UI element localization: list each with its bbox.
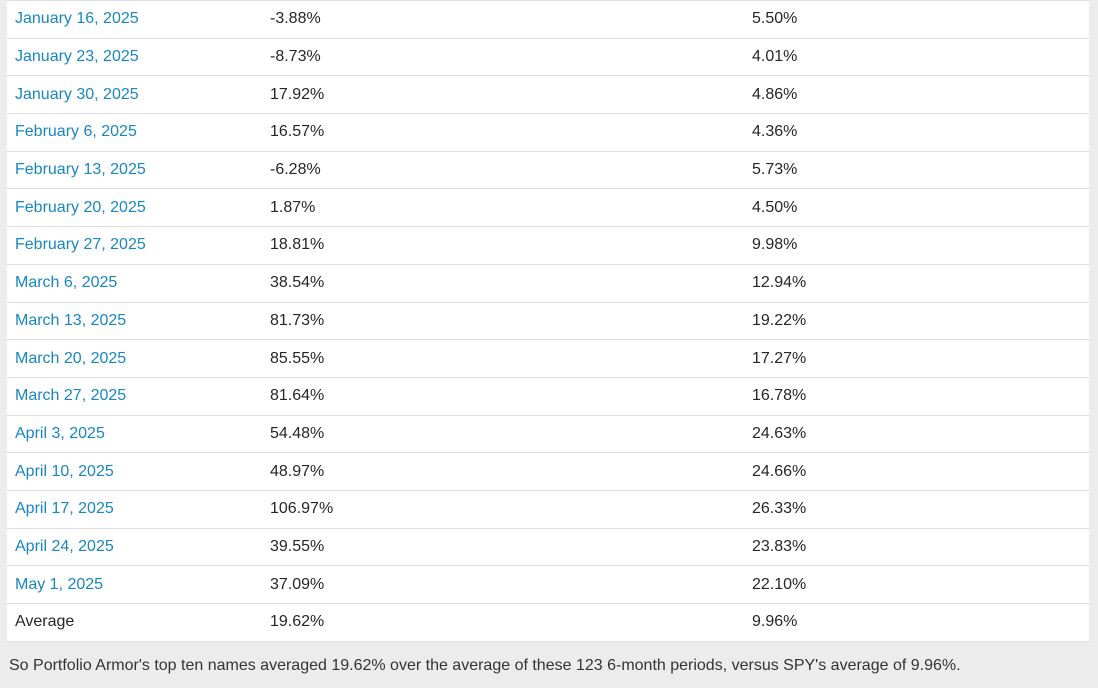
date-link[interactable]: April 17, 2025: [15, 500, 114, 518]
date-cell: March 20, 2025: [7, 350, 270, 368]
date-cell: March 27, 2025: [7, 387, 270, 405]
date-cell: February 6, 2025: [7, 123, 270, 141]
date-link[interactable]: March 20, 2025: [15, 349, 127, 367]
spy-return-value: 22.10%: [752, 575, 807, 593]
top-ten-return-value: 81.64%: [270, 387, 325, 405]
date-link[interactable]: April 24, 2025: [15, 537, 114, 555]
table-row: March 20, 2025 85.55% 17.27%: [7, 340, 1089, 378]
spy-return-value: 17.27%: [752, 349, 807, 367]
spy-return-value: 4.36%: [752, 123, 798, 141]
summary-text: So Portfolio Armor's top ten names avera…: [9, 657, 961, 674]
date-cell: February 20, 2025: [7, 199, 270, 217]
date-cell: March 13, 2025: [7, 312, 270, 330]
table-row: April 17, 2025 106.97% 26.33%: [7, 490, 1089, 529]
top-ten-return-value: 17.92%: [270, 85, 325, 103]
top-ten-return-value: 1.87%: [270, 198, 316, 216]
top-ten-return-value: 54.48%: [270, 424, 325, 442]
date-cell: February 27, 2025: [7, 236, 270, 254]
table-row: May 1, 2025 37.09% 22.10%: [7, 566, 1089, 604]
spy-return-value: 9.98%: [752, 236, 798, 254]
spy-return-value: 16.78%: [752, 387, 807, 405]
date-cell: January 16, 2025: [7, 10, 270, 28]
spy-return-value: 9.96%: [752, 613, 798, 631]
spy-return-value: 24.66%: [752, 462, 807, 480]
table-row: March 27, 2025 81.64% 16.78%: [7, 377, 1089, 416]
date-link[interactable]: February 20, 2025: [15, 198, 146, 216]
table-row: February 20, 2025 1.87% 4.50%: [7, 189, 1089, 228]
top-ten-return-value: 37.09%: [270, 575, 325, 593]
date-link[interactable]: April 3, 2025: [15, 424, 105, 442]
date-link[interactable]: February 27, 2025: [15, 236, 146, 254]
top-ten-return-value: 19.62%: [270, 613, 325, 631]
spy-return-value: 4.50%: [752, 198, 798, 216]
top-ten-return-value: 16.57%: [270, 123, 325, 141]
table-row: February 27, 2025 18.81% 9.98%: [7, 227, 1089, 265]
date-cell: April 10, 2025: [7, 463, 270, 481]
date-link[interactable]: March 13, 2025: [15, 311, 127, 329]
date-link[interactable]: January 16, 2025: [15, 10, 139, 28]
date-link[interactable]: January 30, 2025: [15, 85, 139, 103]
spy-return-value: 5.50%: [752, 10, 798, 28]
spy-return-value: 23.83%: [752, 537, 807, 555]
date-link[interactable]: February 13, 2025: [15, 161, 146, 179]
date-link[interactable]: March 6, 2025: [15, 274, 118, 292]
date-cell: January 30, 2025: [7, 86, 270, 104]
spy-return-value: 24.63%: [752, 424, 807, 442]
date-cell: January 23, 2025: [7, 48, 270, 66]
date-link[interactable]: March 27, 2025: [15, 387, 127, 405]
top-ten-return-value: 18.81%: [270, 236, 325, 254]
table-row: March 6, 2025 38.54% 12.94%: [7, 264, 1089, 303]
date-link[interactable]: January 23, 2025: [15, 48, 139, 66]
date-cell: April 24, 2025: [7, 538, 270, 556]
average-label: Average: [15, 613, 75, 631]
table-row: April 10, 2025 48.97% 24.66%: [7, 453, 1089, 491]
table-row: January 23, 2025 -8.73% 4.01%: [7, 38, 1089, 77]
table-row: January 16, 2025 -3.88% 5.50%: [7, 1, 1089, 39]
date-cell: April 17, 2025: [7, 500, 270, 518]
top-ten-return-value: -3.88%: [270, 10, 321, 28]
date-link[interactable]: May 1, 2025: [15, 575, 104, 593]
spy-return-value: 26.33%: [752, 500, 807, 518]
table-row: April 3, 2025 54.48% 24.63%: [7, 415, 1089, 454]
table-row: March 13, 2025 81.73% 19.22%: [7, 302, 1089, 341]
spy-return-value: 12.94%: [752, 274, 807, 292]
spy-return-value: 4.86%: [752, 85, 798, 103]
date-cell: Average: [7, 613, 270, 631]
spy-return-value: 5.73%: [752, 161, 798, 179]
spy-return-value: 4.01%: [752, 48, 798, 66]
spy-return-value: 19.22%: [752, 311, 807, 329]
top-ten-return-value: 106.97%: [270, 500, 334, 518]
date-link[interactable]: February 6, 2025: [15, 123, 137, 141]
top-ten-return-value: 38.54%: [270, 274, 325, 292]
date-cell: May 1, 2025: [7, 576, 270, 594]
date-cell: February 13, 2025: [7, 161, 270, 179]
returns-table: January 16, 2025 -3.88% 5.50% January 23, 2…: [7, 0, 1089, 642]
top-ten-return-value: -8.73%: [270, 48, 321, 66]
top-ten-return-value: -6.28%: [270, 161, 321, 179]
table-row: Average 19.62% 9.96%: [7, 604, 1089, 642]
date-cell: April 3, 2025: [7, 425, 270, 443]
table-row: February 13, 2025 -6.28% 5.73%: [7, 151, 1089, 190]
top-ten-return-value: 48.97%: [270, 462, 325, 480]
top-ten-return-value: 81.73%: [270, 311, 325, 329]
top-ten-return-value: 85.55%: [270, 349, 325, 367]
top-ten-return-value: 39.55%: [270, 537, 325, 555]
date-cell: March 6, 2025: [7, 274, 270, 292]
table-row: February 6, 2025 16.57% 4.36%: [7, 114, 1089, 152]
date-link[interactable]: April 10, 2025: [15, 462, 114, 480]
table-row: January 30, 2025 17.92% 4.86%: [7, 76, 1089, 115]
table-row: April 24, 2025 39.55% 23.83%: [7, 528, 1089, 567]
